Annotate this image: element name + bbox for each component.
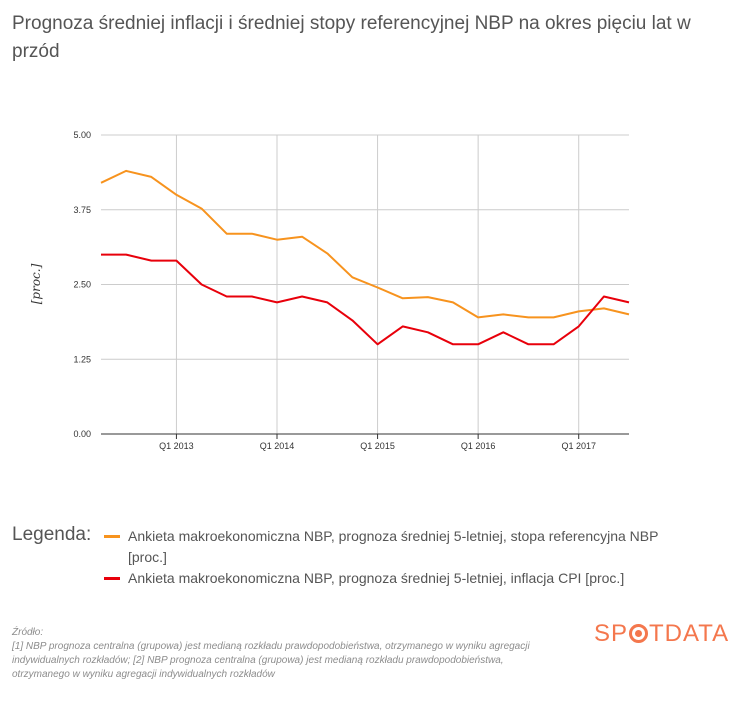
red-line-swatch [104,577,120,580]
source-note: Źródło: [1] NBP prognoza centralna (grup… [12,626,552,682]
legend-label-reference-rate: Ankieta makroekonomiczna NBP, prognoza ś… [128,528,659,565]
legend-label-cpi: Ankieta makroekonomiczna NBP, prognoza ś… [128,570,625,586]
y-tick-label: 3.75 [73,205,91,215]
y-axis-label: [proc.] [29,263,43,304]
legend-item-reference-rate: Ankieta makroekonomiczna NBP, prognoza ś… [100,526,700,568]
logo-text-end: TDATA [649,620,730,647]
spotdata-logo: SP TDATA [594,620,729,648]
source-heading: Źródło: [12,627,44,638]
y-tick-label: 2.50 [73,280,91,290]
y-tick-label: 5.00 [73,130,91,140]
source-text: [1] NBP prognoza centralna (grupowa) jes… [12,641,530,680]
x-tick-label: Q1 2015 [360,441,395,451]
x-tick-label: Q1 2013 [159,441,194,451]
legend-title: Legenda: [12,524,92,545]
x-tick-label: Q1 2016 [461,441,496,451]
y-tick-label: 0.00 [73,429,91,439]
axis-ticks: 0.00 1.25 2.50 3.75 5.00 Q1 2013 Q1 2014 Q1 201… [73,130,596,451]
x-tick-label: Q1 2014 [260,441,295,451]
series-lines [100,169,630,346]
series-line-cpi-inflation [101,253,630,346]
chart-title: Prognoza średniej inflacji i średniej st… [12,13,691,62]
series-line-reference-rate [100,169,630,319]
orange-line-swatch [104,535,120,538]
legend-item-cpi: Ankieta makroekonomiczna NBP, prognoza ś… [100,568,700,589]
logo-text-start: SP [594,620,629,647]
y-tick-label: 1.25 [73,354,91,364]
logo-o-icon [629,624,649,643]
x-tick-label: Q1 2017 [561,441,596,451]
grid-lines [101,134,629,439]
line-chart: 0.00 1.25 2.50 3.75 5.00 Q1 2013 Q1 2014 Q1 201… [29,130,630,451]
